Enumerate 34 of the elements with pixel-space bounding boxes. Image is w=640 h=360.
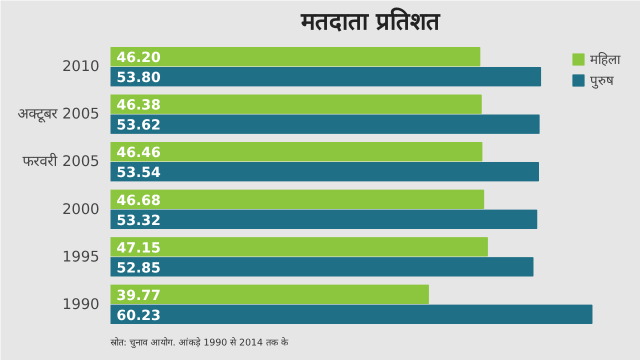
bar (110, 284, 429, 304)
y-tick-label: 1990 (62, 296, 100, 313)
data-label: 60.23 (116, 308, 161, 324)
data-label: 47.15 (116, 240, 161, 256)
data-label: 46.46 (116, 145, 161, 162)
data-label: 53.62 (116, 118, 161, 134)
data-label: 46.38 (116, 98, 161, 114)
data-label: 39.77 (116, 288, 161, 304)
bar (110, 162, 539, 182)
text: स्रोत: चुनाव आयोग. आंकड़े 1990 से 2014 तक के (110, 336, 289, 348)
data-label: 53.32 (116, 212, 161, 229)
data-label: 52.85 (116, 260, 161, 276)
data-label: 53.80 (116, 70, 162, 86)
bar (110, 210, 538, 229)
bar (110, 46, 480, 66)
chart-title: मतदाता प्रतिशत (300, 8, 442, 36)
bar (110, 237, 488, 257)
y-tick-label: फरवरी 2005 (22, 152, 100, 170)
y-tick-label: अक्टूबर 2005 (18, 106, 100, 124)
bar (110, 66, 542, 86)
legend-label: महिला (590, 51, 620, 68)
bar (110, 304, 592, 324)
y-tick-label: 1995 (62, 248, 100, 266)
bar (110, 190, 484, 209)
y-tick-label: 2010 (62, 58, 100, 76)
data-label: 46.20 (116, 50, 162, 66)
data-label: 46.68 (116, 192, 161, 209)
data-label: 53.54 (116, 165, 162, 182)
bar (110, 114, 540, 134)
y-tick-label: 2000 (62, 200, 100, 218)
bar (110, 257, 534, 276)
bar (110, 142, 482, 162)
bar (110, 94, 482, 114)
legend-label: पुरुष (590, 73, 614, 89)
